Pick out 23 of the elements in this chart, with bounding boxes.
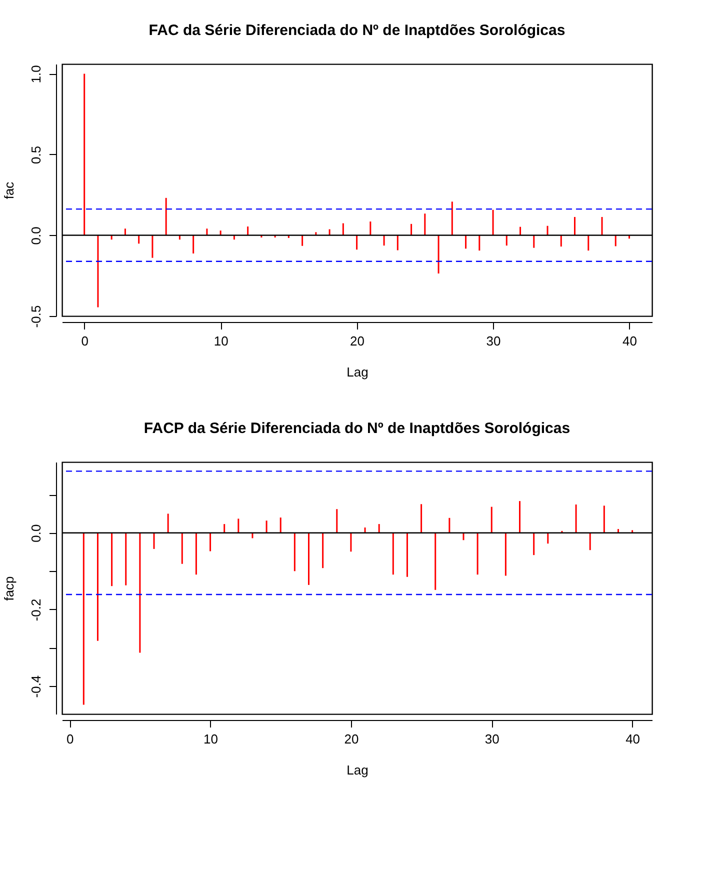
x-tick-label: 40 bbox=[626, 732, 640, 746]
y-tick-label: 0.0 bbox=[28, 524, 44, 542]
x-tick-label: 30 bbox=[486, 334, 501, 348]
x-tick-label: 30 bbox=[484, 732, 500, 746]
x-tick-label: 40 bbox=[622, 334, 637, 348]
chart-title: FACP da Série Diferenciada do Nº de Inaptdões Sorológicas bbox=[144, 420, 570, 437]
x-tick-label: 10 bbox=[204, 732, 218, 746]
y-tick-label: 1.0 bbox=[28, 65, 44, 84]
x-axis-title: Lag bbox=[346, 364, 368, 380]
y-tick-label: 0.0 bbox=[28, 226, 44, 245]
x-tick-label: 20 bbox=[350, 334, 365, 348]
x-tick-label: 0 bbox=[66, 732, 74, 746]
y-tick-label: -0.4 bbox=[28, 675, 44, 698]
y-tick-label: -0.2 bbox=[28, 598, 44, 622]
y-tick-label: 0.5 bbox=[28, 146, 44, 164]
x-tick-label: 20 bbox=[344, 732, 359, 746]
y-tick-label: -0.5 bbox=[28, 305, 44, 328]
x-axis-title: Lag bbox=[346, 762, 368, 778]
chart-title: FAC da Série Diferenciada do Nº de Inaptdões Sorológicas bbox=[148, 22, 566, 39]
x-tick-label: 10 bbox=[214, 334, 228, 348]
y-axis-title: fac bbox=[2, 181, 16, 200]
y-axis-title: facp bbox=[2, 576, 16, 601]
x-tick-label: 0 bbox=[81, 334, 88, 348]
